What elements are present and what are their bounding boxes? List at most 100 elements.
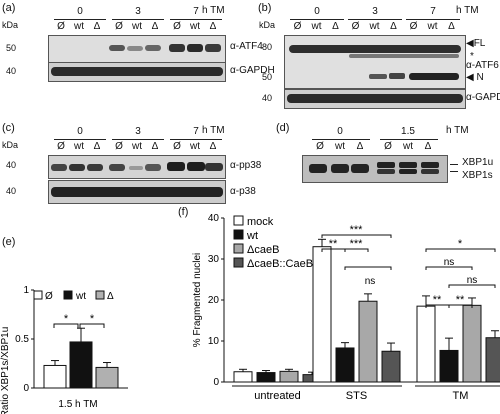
lane-label: Ø [293, 21, 302, 32]
bar [233, 371, 253, 383]
legend-swatch [63, 290, 73, 300]
y-tick-label: 1 [23, 285, 29, 296]
group-line [290, 19, 344, 20]
bar [256, 372, 276, 383]
lane-label: Ø [57, 21, 65, 32]
bar [381, 350, 401, 383]
mw-marker: 40 [262, 93, 273, 103]
bars [43, 327, 119, 389]
sig-label: ns [444, 257, 455, 268]
timepoint-1-5: 1.5 [401, 126, 415, 137]
band [349, 54, 459, 58]
legend-label: mock [247, 216, 274, 228]
x-axis-label: 1.5 h TM [58, 399, 97, 410]
sig-label: * [90, 313, 95, 325]
band [409, 73, 459, 80]
sig-bracket [344, 248, 369, 252]
panel-d-label: (d) [276, 122, 290, 134]
group-line [112, 139, 164, 140]
kda-label: kDa [2, 140, 19, 150]
legend-label: ΔcaeB [247, 244, 279, 256]
lane-label: wt [74, 141, 84, 152]
bar [439, 349, 459, 383]
y-tick-label: 30 [208, 254, 220, 265]
group-line [54, 139, 106, 140]
group-line [170, 19, 222, 20]
unit-label: h TM [456, 5, 479, 16]
antibody-label: α-GAPDH [466, 92, 500, 103]
y-axis-label: % Fragmented nuclei [192, 253, 203, 348]
band [187, 162, 205, 171]
sig-bracket [53, 323, 79, 328]
legend-swatch [95, 290, 105, 300]
blot-gapdh [48, 62, 226, 82]
band [399, 162, 417, 168]
sig-bracket [448, 284, 496, 288]
antibody-label: α-pp38 [230, 160, 262, 171]
band [399, 169, 417, 174]
lane-label: Ø [173, 141, 181, 152]
mw-marker: 40 [6, 186, 17, 196]
blot-p38 [48, 180, 226, 204]
lane-label: Δ [209, 141, 217, 152]
panel-e-label: (e) [2, 236, 16, 248]
group-line [348, 19, 402, 20]
bar [279, 370, 299, 383]
lane-label: Ø [351, 21, 360, 32]
antibody-label: α-ATF6 [466, 60, 499, 71]
band [167, 162, 185, 171]
significance-tm: * ns ns ** ** [425, 238, 496, 308]
group-line [112, 19, 164, 20]
band [331, 164, 349, 173]
mw-marker: 50 [262, 72, 273, 82]
band [205, 44, 221, 52]
lane-label: Δ [390, 21, 397, 32]
blot-atf6 [284, 35, 466, 89]
timepoint-0: 0 [77, 6, 83, 17]
band [51, 187, 223, 197]
legend-label: Δ [107, 291, 114, 302]
timepoint-3: 3 [372, 6, 378, 17]
fl-arrow: ◀FL [466, 38, 486, 49]
panel-a-label: (a) [2, 2, 16, 14]
lane-label: Δ [151, 141, 159, 152]
timepoint-7: 7 [430, 6, 436, 17]
timepoint-7: 7 [193, 126, 199, 137]
band [145, 45, 161, 51]
atf6-bands [289, 45, 461, 80]
sig-label: * [458, 238, 463, 250]
lane-label: Ø [173, 21, 181, 32]
kda-label: kDa [2, 20, 19, 30]
sig-label: ** [456, 294, 465, 306]
nonspecific-star: * [470, 51, 474, 62]
lane-label: Ø [57, 141, 65, 152]
lane-label: wt [74, 21, 84, 32]
panel-b-label: (b) [258, 2, 272, 14]
group-line [312, 139, 370, 140]
gapdh-bands [287, 94, 463, 103]
lane-label: Ø [115, 21, 123, 32]
lane-label: wt [311, 21, 322, 32]
lane-label: Ø [115, 141, 123, 152]
lane-label: Ø [384, 141, 392, 152]
mw-marker: 50 [6, 43, 17, 53]
unit-label: h TM [202, 5, 225, 16]
band [377, 162, 395, 168]
group-line [406, 19, 460, 20]
sig-bracket [321, 234, 392, 238]
gapdh-bands [51, 67, 223, 76]
x-tick-label: untreated [254, 390, 300, 402]
pp38-bands [51, 162, 223, 171]
band-tick [450, 171, 458, 172]
legend-swatch [233, 229, 244, 240]
kda-label: kDa [259, 20, 276, 30]
lane-label: wt [335, 141, 345, 152]
y-axis-label: Ratio XBP1s/XBP1u [0, 327, 11, 414]
lane-label: Δ [424, 141, 432, 152]
lane-label: wt [427, 21, 438, 32]
bar [335, 347, 355, 383]
timepoint-0: 0 [77, 126, 83, 137]
chart-f: % Fragmented nuclei 0 10 20 30 40 untreated S… [192, 213, 500, 402]
bar [43, 364, 67, 389]
sig-label: ** [433, 294, 442, 306]
